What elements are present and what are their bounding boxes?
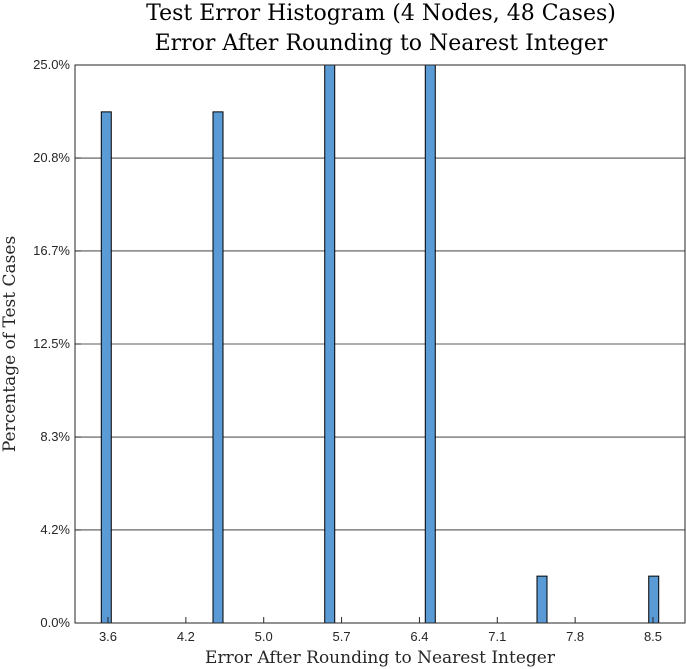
y-tick-label: 12.5% (33, 336, 70, 351)
y-axis-label: Percentage of Test Cases (0, 236, 20, 452)
x-tick-label: 7.1 (488, 629, 506, 644)
x-tick-label: 8.5 (644, 629, 662, 644)
x-tick-label: 7.8 (566, 629, 584, 644)
y-tick-label: 25.0% (33, 57, 70, 72)
x-axis-ticks: 3.6 4.2 5.0 5.7 6.4 7.1 7.8 8.5 (99, 617, 662, 644)
x-tick-label: 5.0 (255, 629, 273, 644)
y-tick-label: 4.2% (40, 522, 70, 537)
histogram-bar (324, 64, 336, 624)
y-tick-label: 16.7% (33, 243, 70, 258)
chart-subtitle: Error After Rounding to Nearest Integer (155, 31, 608, 56)
histogram-bar (212, 111, 224, 624)
x-tick-label: 4.2 (177, 629, 195, 644)
y-tick-label: 20.8% (33, 150, 70, 165)
histogram-bar (536, 575, 548, 624)
x-tick-label: 5.7 (333, 629, 351, 644)
y-tick-label: 0.0% (40, 615, 70, 630)
x-tick-label: 6.4 (410, 629, 428, 644)
x-tick-label: 3.6 (99, 629, 117, 644)
histogram-bar (648, 575, 660, 624)
chart-title: Test Error Histogram (4 Nodes, 48 Cases) (146, 1, 616, 26)
y-axis-ticks: 0.0% 4.2% 8.3% 12.5% 16.7% 20.8% 25.0% (33, 57, 81, 630)
histogram-bar (100, 111, 112, 624)
y-tick-label: 8.3% (40, 429, 70, 444)
grid-lines (75, 157, 685, 531)
x-axis-label: Error After Rounding to Nearest Integer (205, 648, 556, 668)
histogram-bar (424, 64, 436, 624)
